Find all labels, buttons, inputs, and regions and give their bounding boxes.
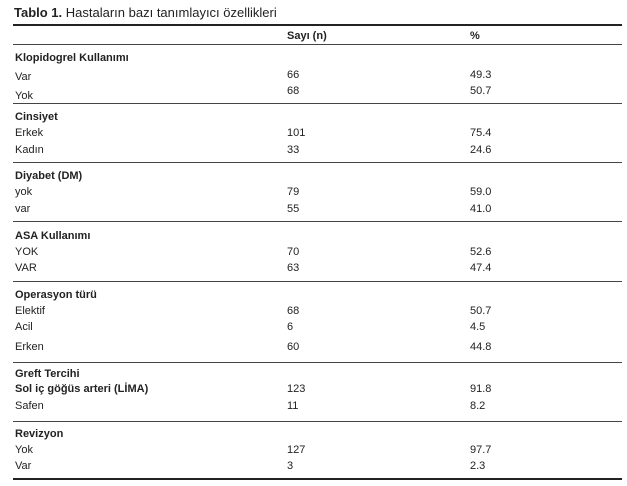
row-percent: 49.3 <box>470 69 492 81</box>
header-rule <box>13 44 622 45</box>
group-divider <box>13 103 622 104</box>
row-count: 55 <box>287 203 300 215</box>
row-label: Acil <box>15 321 33 333</box>
row-percent: 47.4 <box>470 262 492 274</box>
row-count: 68 <box>287 85 300 97</box>
row-label: YOK <box>15 246 39 258</box>
row-label: Kadın <box>15 144 44 156</box>
bottom-rule <box>13 478 622 480</box>
group-title: Revizyon <box>15 428 64 440</box>
row-count: 79 <box>287 186 300 198</box>
row-count: 68 <box>287 305 300 317</box>
row-percent: 97.7 <box>470 444 492 456</box>
group-title: ASA Kullanımı <box>15 230 91 242</box>
row-count: 127 <box>287 444 306 456</box>
row-count: 60 <box>287 341 300 353</box>
group-title: Operasyon türü <box>15 289 97 301</box>
group-title: Cinsiyet <box>15 111 58 123</box>
row-label: Elektif <box>15 305 45 317</box>
row-label: var <box>15 203 31 215</box>
row-percent: 75.4 <box>470 127 492 139</box>
header-count: Sayı (n) <box>287 30 327 42</box>
top-rule <box>13 24 622 26</box>
row-count: 3 <box>287 460 294 472</box>
row-label: Sol iç göğüs arteri (LİMA) <box>15 383 149 395</box>
row-label: Erkek <box>15 127 44 139</box>
row-percent: 24.6 <box>470 144 492 156</box>
row-count: 70 <box>287 246 300 258</box>
header-percent: % <box>470 30 480 42</box>
group-title: Diyabet (DM) <box>15 170 83 182</box>
row-count: 63 <box>287 262 300 274</box>
group-divider <box>13 362 622 363</box>
group-divider <box>13 162 622 163</box>
row-count: 33 <box>287 144 300 156</box>
row-percent: 50.7 <box>470 305 492 317</box>
group-divider <box>13 421 622 422</box>
table-caption: Tablo 1. Hastaların bazı tanımlayıcı öze… <box>14 5 277 20</box>
table-caption-label: Tablo 1. <box>14 5 63 20</box>
row-label: VAR <box>15 262 37 274</box>
row-percent: 41.0 <box>470 203 492 215</box>
row-count: 11 <box>287 400 299 412</box>
row-percent: 2.3 <box>470 460 486 472</box>
row-count: 6 <box>287 321 294 333</box>
row-percent: 91.8 <box>470 383 492 395</box>
row-count: 101 <box>287 127 306 139</box>
table-caption-text: Hastaların bazı tanımlayıcı özellikleri <box>62 5 277 20</box>
row-percent: 59.0 <box>470 186 492 198</box>
row-percent: 4.5 <box>470 321 486 333</box>
row-percent: 52.6 <box>470 246 492 258</box>
row-percent: 50.7 <box>470 85 492 97</box>
row-count: 66 <box>287 69 300 81</box>
group-divider <box>13 221 622 222</box>
row-label: Erken <box>15 341 44 353</box>
group-divider <box>13 281 622 282</box>
group-title: Greft Tercihi <box>15 368 80 380</box>
row-label: Yok <box>15 444 33 456</box>
row-label: Yok <box>15 90 33 102</box>
row-percent: 44.8 <box>470 341 492 353</box>
row-label: Var <box>15 460 32 472</box>
group-title: Klopidogrel Kullanımı <box>15 52 129 64</box>
row-label: Safen <box>15 400 44 412</box>
row-count: 123 <box>287 383 306 395</box>
row-label: Var <box>15 71 32 83</box>
row-label: yok <box>15 186 33 198</box>
row-percent: 8.2 <box>470 400 486 412</box>
